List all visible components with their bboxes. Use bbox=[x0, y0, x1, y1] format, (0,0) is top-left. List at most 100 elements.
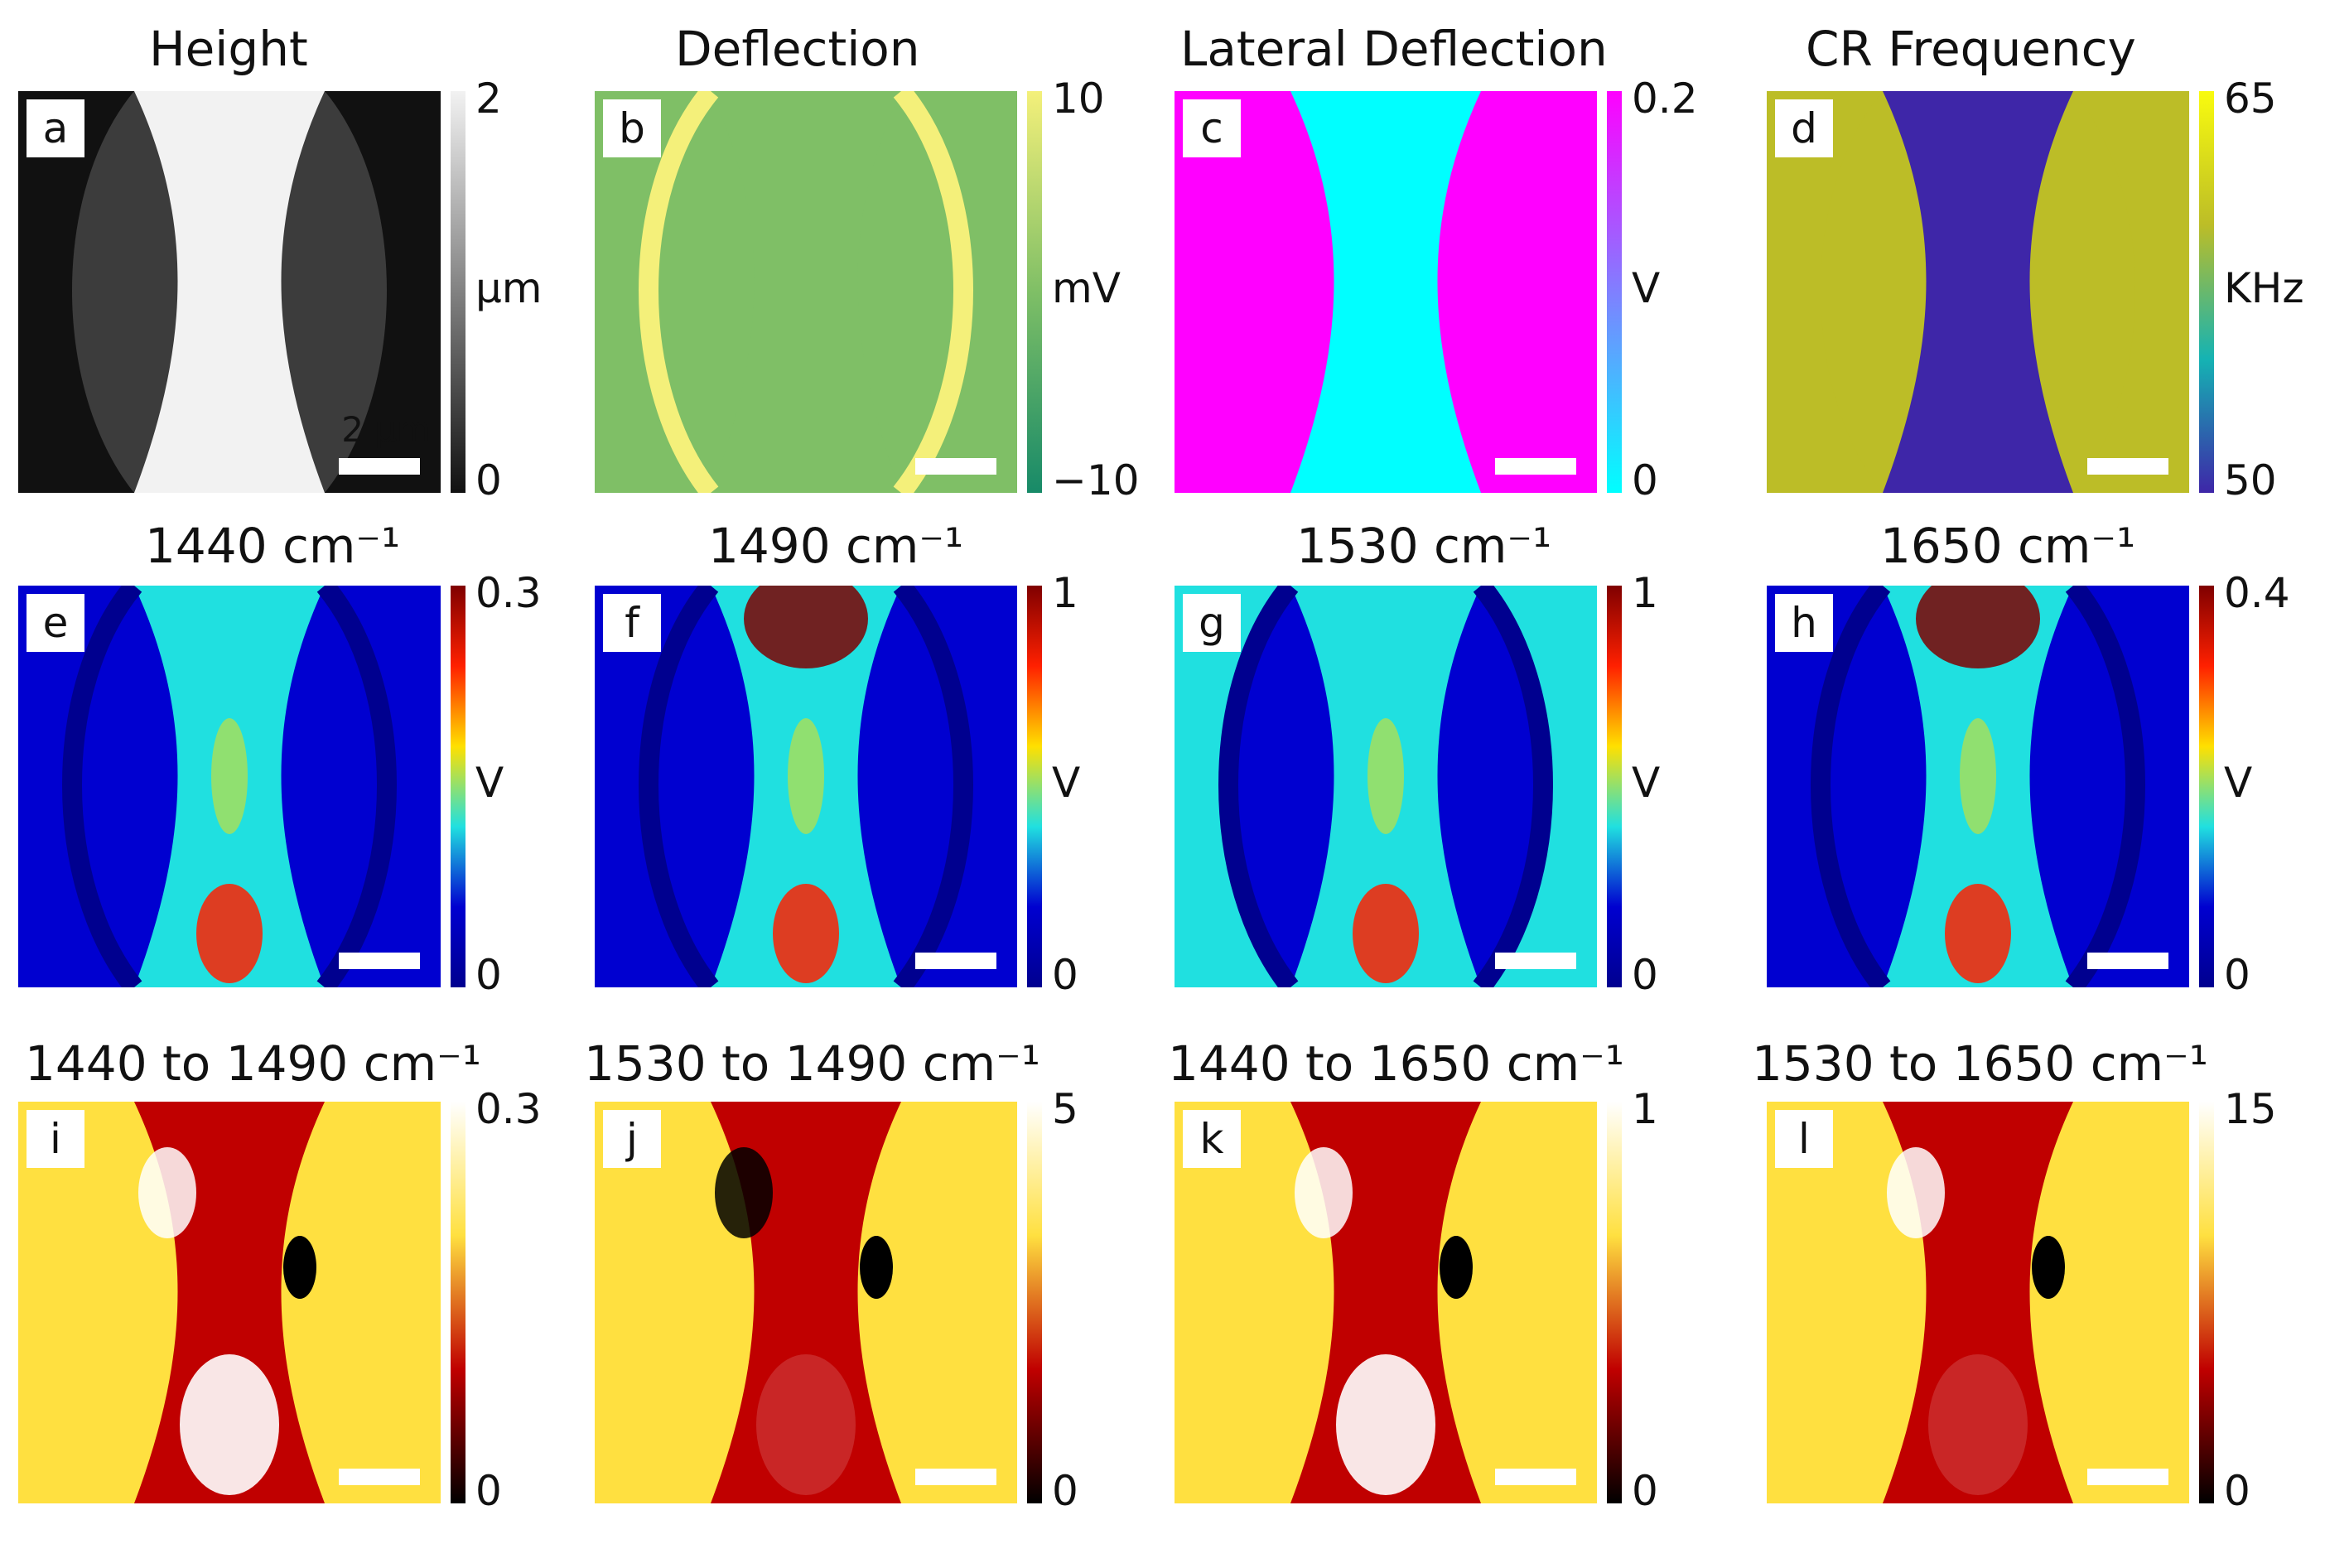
colorbar-b bbox=[1027, 91, 1042, 493]
panel-letter-b: b bbox=[603, 99, 661, 157]
colorbar-a bbox=[451, 91, 465, 493]
panel-title-j: 1530 to 1490 cm⁻¹ bbox=[584, 1035, 1040, 1092]
colorbar-max-label: 0.3 bbox=[475, 1085, 542, 1133]
map-panel-k: k bbox=[1175, 1102, 1597, 1503]
colorbar-min-label: 0 bbox=[1052, 1467, 1078, 1515]
map-right-edge bbox=[316, 586, 397, 987]
map-panel-e: e bbox=[18, 586, 441, 987]
map-hotspot-bottom bbox=[196, 884, 263, 983]
map-right-edge bbox=[2065, 586, 2145, 987]
map-right-lobe bbox=[901, 1102, 1017, 1503]
colorbar-max-label: 65 bbox=[2224, 75, 2277, 123]
panel-title-d: CR Frequency bbox=[1806, 21, 2136, 77]
map-right-lobe bbox=[1481, 1102, 1597, 1503]
panel-title-l: 1530 to 1650 cm⁻¹ bbox=[1752, 1035, 2208, 1092]
map-bright-region bbox=[756, 1354, 856, 1495]
colorbar-g bbox=[1607, 586, 1622, 987]
map-dark-spot bbox=[2032, 1236, 2065, 1299]
colorbar-k bbox=[1607, 1102, 1622, 1503]
panel-letter-k: k bbox=[1183, 1110, 1241, 1168]
colorbar-l bbox=[2199, 1102, 2214, 1503]
colorbar-min-label: 0 bbox=[2224, 951, 2250, 999]
panel-letter-g: g bbox=[1183, 594, 1241, 652]
map-right-lobe bbox=[1481, 91, 1597, 493]
panel-letter-d: d bbox=[1775, 99, 1833, 157]
colorbar-min-label: 0 bbox=[1632, 1467, 1658, 1515]
map-dark-spot bbox=[283, 1236, 316, 1299]
map-left-lobe bbox=[595, 91, 711, 493]
map-left-edge bbox=[1811, 586, 1891, 987]
map-left-lobe bbox=[1175, 586, 1290, 987]
colorbar-min-label: 0 bbox=[1052, 951, 1078, 999]
colorbar-min-label: 0 bbox=[1632, 951, 1658, 999]
map-right-lobe bbox=[2073, 91, 2189, 493]
map-neck bbox=[711, 91, 901, 493]
map-left-edge bbox=[62, 586, 142, 987]
map-left-lobe bbox=[1767, 586, 1883, 987]
scale-bar bbox=[915, 953, 996, 969]
map-right-lobe bbox=[2073, 1102, 2189, 1503]
map-left-lobe bbox=[18, 586, 134, 987]
map-neck-core bbox=[1368, 718, 1404, 834]
map-right-lobe bbox=[325, 91, 441, 493]
map-blob bbox=[715, 1147, 773, 1238]
map-blob bbox=[1887, 1147, 1945, 1238]
map-hotspot-top bbox=[744, 586, 868, 668]
panel-letter-e: e bbox=[27, 594, 84, 652]
scale-bar bbox=[2087, 1469, 2168, 1485]
colorbar-max-label: 0.2 bbox=[1632, 75, 1698, 123]
colorbar-min-label: 0 bbox=[475, 456, 502, 504]
map-left-lobe bbox=[1175, 1102, 1290, 1503]
map-bright-region bbox=[1928, 1354, 2028, 1495]
colorbar-c bbox=[1607, 91, 1622, 493]
map-left-lobe bbox=[595, 1102, 711, 1503]
colorbar-min-label: −10 bbox=[1052, 456, 1140, 504]
panel-letter-i: i bbox=[27, 1110, 84, 1168]
map-panel-c: c bbox=[1175, 91, 1597, 493]
colorbar-unit-label: V bbox=[1052, 758, 1081, 807]
colorbar-unit-label: V bbox=[1632, 758, 1661, 807]
map-panel-l: l bbox=[1767, 1102, 2189, 1503]
colorbar-unit-label: μm bbox=[475, 263, 543, 312]
map-panel-h: h bbox=[1767, 586, 2189, 987]
map-neck-core bbox=[1960, 718, 1996, 834]
map-left-lobe bbox=[18, 91, 134, 493]
map-neck-core bbox=[211, 718, 248, 834]
map-left-edge bbox=[1218, 586, 1299, 987]
scale-bar bbox=[1495, 953, 1576, 969]
map-neck-core bbox=[788, 718, 824, 834]
panel-letter-l: l bbox=[1775, 1110, 1833, 1168]
map-hotspot-bottom bbox=[1353, 884, 1419, 983]
map-left-edge bbox=[639, 91, 719, 493]
colorbar-max-label: 2 bbox=[475, 75, 502, 123]
colorbar-max-label: 1 bbox=[1632, 1085, 1658, 1133]
map-right-lobe bbox=[1481, 586, 1597, 987]
colorbar-unit-label: V bbox=[475, 758, 504, 807]
scale-bar bbox=[339, 1469, 420, 1485]
panel-title-g: 1530 cm⁻¹ bbox=[1296, 518, 1552, 574]
colorbar-max-label: 5 bbox=[1052, 1085, 1078, 1133]
map-hotspot-top bbox=[1916, 586, 2040, 668]
map-right-edge bbox=[893, 91, 973, 493]
colorbar-max-label: 1 bbox=[1052, 569, 1078, 617]
panel-title-e: 1440 cm⁻¹ bbox=[145, 518, 401, 574]
colorbar-max-label: 15 bbox=[2224, 1085, 2277, 1133]
colorbar-unit-label: V bbox=[1632, 263, 1661, 312]
map-left-lobe bbox=[18, 1102, 134, 1503]
scale-bar bbox=[339, 458, 420, 475]
panel-letter-f: f bbox=[603, 594, 661, 652]
colorbar-max-label: 0.3 bbox=[475, 569, 542, 617]
map-panel-a: a 2 μm bbox=[18, 91, 441, 493]
panel-title-b: Deflection bbox=[675, 21, 920, 77]
map-right-edge bbox=[1473, 586, 1553, 987]
map-neck bbox=[1883, 91, 2073, 493]
map-panel-d: d bbox=[1767, 91, 2189, 493]
panel-title-h: 1650 cm⁻¹ bbox=[1880, 518, 2136, 574]
colorbar-unit-label: V bbox=[2224, 758, 2253, 807]
colorbar-max-label: 0.4 bbox=[2224, 569, 2290, 617]
panel-title-k: 1440 to 1650 cm⁻¹ bbox=[1168, 1035, 1624, 1092]
panel-letter-h: h bbox=[1775, 594, 1833, 652]
map-bright-region bbox=[1336, 1354, 1435, 1495]
colorbar-max-label: 10 bbox=[1052, 75, 1105, 123]
panel-title-c: Lateral Deflection bbox=[1180, 21, 1608, 77]
